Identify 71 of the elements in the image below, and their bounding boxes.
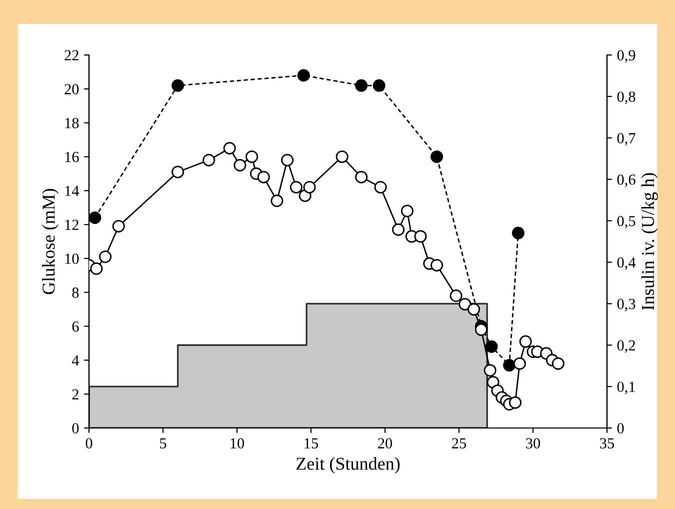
point <box>552 357 564 370</box>
point <box>485 340 498 353</box>
y-tick-label: 0 <box>72 423 79 434</box>
y-tick-label: 10 <box>65 254 79 264</box>
x-tick-label: 5 <box>160 438 166 448</box>
y-axis-title: Glukose (mM) <box>42 188 58 294</box>
y-tick-label: 16 <box>65 152 79 162</box>
point <box>99 250 112 264</box>
x-tick-label: 15 <box>304 438 318 448</box>
point <box>112 220 125 232</box>
y-tick-label: 4 <box>72 355 80 366</box>
point <box>519 335 532 348</box>
y-tick-label: 2 <box>72 389 78 400</box>
y2-tick-label: 0,3 <box>617 298 636 312</box>
point <box>246 150 258 163</box>
point <box>303 180 316 194</box>
point <box>484 364 496 377</box>
point <box>392 223 405 236</box>
x-tick-label: 20 <box>378 438 392 448</box>
point <box>430 258 444 272</box>
point <box>172 79 184 92</box>
x-tick-label: 30 <box>526 438 540 448</box>
point <box>336 150 348 163</box>
point <box>270 194 284 208</box>
y-tick-label: 8 <box>72 288 79 298</box>
y2-tick-label: 0,5 <box>617 216 636 228</box>
point <box>458 298 472 310</box>
point <box>512 226 524 240</box>
point <box>290 180 302 194</box>
point <box>172 166 184 178</box>
y-tick-label: 6 <box>72 321 79 332</box>
y-tick-label: 18 <box>65 118 79 128</box>
point <box>89 212 102 224</box>
point <box>202 154 216 166</box>
point <box>223 142 236 154</box>
x-tick-label: 0 <box>86 438 92 448</box>
y2-tick-label: 0,8 <box>617 92 636 104</box>
point <box>450 290 462 302</box>
point <box>234 158 246 172</box>
y-tick-label: 12 <box>65 220 78 230</box>
y2-tick-label: 0,6 <box>617 174 636 187</box>
point <box>508 396 522 409</box>
point <box>257 170 270 184</box>
point <box>297 69 310 82</box>
x-tick-label: 10 <box>230 438 244 448</box>
point <box>513 357 526 370</box>
point <box>355 170 368 184</box>
point <box>430 150 444 163</box>
point <box>374 180 387 194</box>
point <box>414 230 427 243</box>
y-tick-label: 14 <box>65 186 80 196</box>
point <box>90 262 103 275</box>
point <box>355 79 368 92</box>
x-axis-title: Zeit (Stunden) <box>296 457 400 474</box>
y-tick-label: 20 <box>64 84 79 94</box>
y2-tick-label: 0,7 <box>617 133 636 146</box>
point <box>372 79 386 92</box>
y2-tick-label: 0,2 <box>617 340 635 353</box>
point <box>281 154 294 166</box>
point <box>503 359 516 372</box>
point <box>400 204 414 218</box>
y2-tick-label: 0 <box>617 423 624 434</box>
y-tick-label: 22 <box>64 50 78 60</box>
y2-tick-label: 0,1 <box>617 382 635 394</box>
y2-tick-label: 0,9 <box>617 50 636 63</box>
x-tick-label: 35 <box>600 438 614 448</box>
x-tick-label: 25 <box>452 438 466 448</box>
point <box>468 303 480 316</box>
point <box>474 323 488 336</box>
y2-tick-label: 0,4 <box>617 257 636 270</box>
y2-axis-title: Insulin iv. (U/kg h) <box>641 173 658 310</box>
